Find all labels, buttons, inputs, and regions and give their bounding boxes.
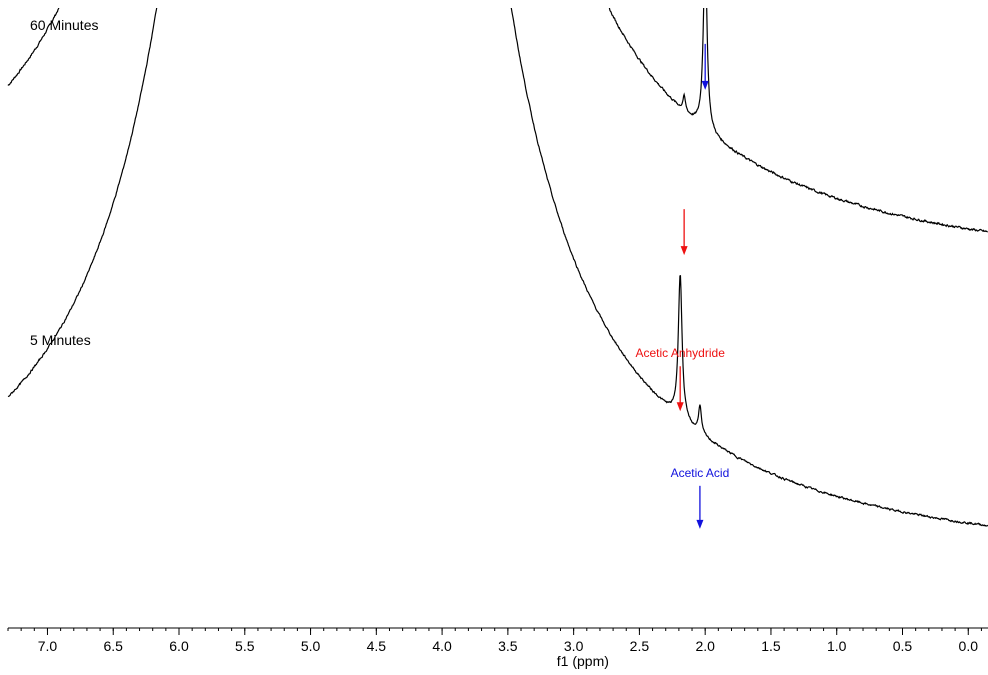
arrow-anhydride bbox=[680, 209, 688, 256]
tick-label: 6.0 bbox=[169, 638, 189, 654]
spectrum-1 bbox=[7, 8, 988, 527]
arrow-acid bbox=[701, 43, 709, 90]
tick-label: 2.5 bbox=[630, 638, 650, 654]
spectra-layer bbox=[7, 8, 988, 527]
x-axis: 7.0 6.5 6.0 5.5 5.0 4.5 4.0 3.5 3.0 2.5 2.0 1.5 1.0 0… bbox=[7, 627, 988, 654]
annotation-acid: Acetic Acid bbox=[671, 466, 730, 480]
tick-label: 5.0 bbox=[301, 638, 321, 654]
tick-label: 3.0 bbox=[564, 638, 584, 654]
spectrum-trace bbox=[7, 8, 988, 233]
arrow-acid bbox=[696, 485, 704, 529]
tick-label: 3.5 bbox=[498, 638, 518, 654]
labels-layer: 60 Minutes 5 Minutes Acetic Anhydride Aceti… bbox=[30, 17, 729, 529]
arrow-anhydride bbox=[676, 366, 684, 412]
tick-label: 7.0 bbox=[38, 638, 58, 654]
tick-label: 1.0 bbox=[827, 638, 847, 654]
spectrum-label: 5 Minutes bbox=[30, 332, 91, 348]
tick-label: 5.5 bbox=[235, 638, 255, 654]
annotation-anhydride: Acetic Anhydride bbox=[635, 346, 725, 360]
tick-label: 4.5 bbox=[367, 638, 387, 654]
tick-label: 0.5 bbox=[893, 638, 913, 654]
tick-label: 6.5 bbox=[104, 638, 124, 654]
tick-label: 4.0 bbox=[432, 638, 452, 654]
tick-label: 1.5 bbox=[761, 638, 781, 654]
spectrum-trace bbox=[7, 8, 988, 527]
spectrum-label: 60 Minutes bbox=[30, 17, 98, 33]
tick-label: 2.0 bbox=[695, 638, 715, 654]
x-axis-label: f1 (ppm) bbox=[557, 653, 609, 669]
spectrum-0 bbox=[7, 8, 988, 233]
tick-label: 0.0 bbox=[959, 638, 979, 654]
